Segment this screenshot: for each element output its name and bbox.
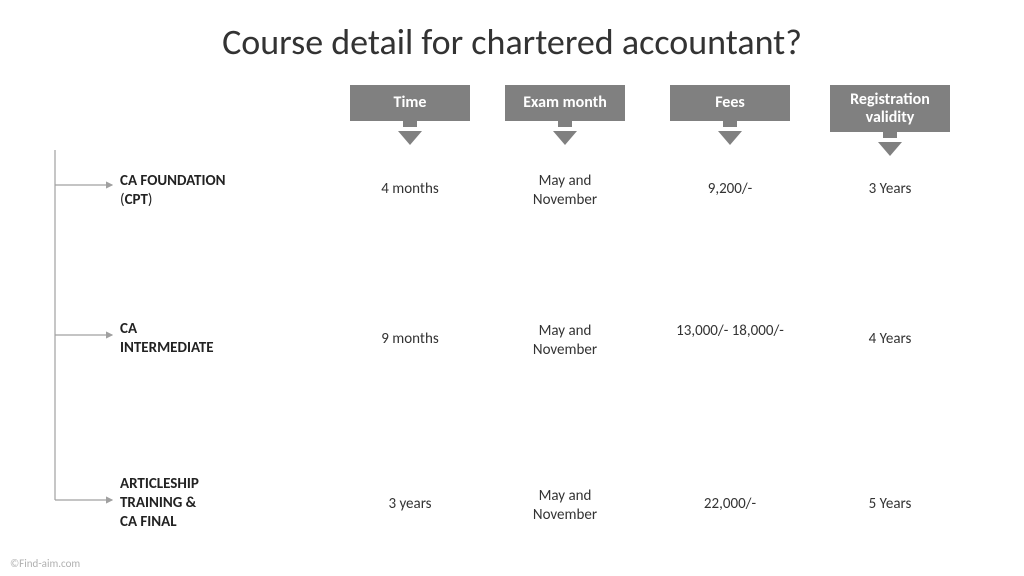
col-header-time: Time [350,85,470,145]
cell-final-time: 3 years [350,495,470,514]
cell-foundation-exam: May and November [505,172,625,210]
arrow-stem [723,121,737,127]
col-header-exam-month: Exam month [505,85,625,145]
cell-foundation-validity: 3 Years [830,180,950,199]
col-header-time-label: Time [350,85,470,121]
col-header-reg-validity-label: Registration validity [830,85,950,132]
arrow-stem [558,121,572,127]
cell-intermediate-validity: 4 Years [830,330,950,349]
col-header-reg-validity: Registration validity [830,85,950,156]
cell-foundation-fees: 9,200/- [670,180,790,199]
cell-intermediate-exam: May and November [505,322,625,360]
cell-final-exam: May and November [505,487,625,525]
row-label-foundation: CA FOUNDATION (CPT) [120,172,310,210]
cell-intermediate-time: 9 months [350,330,470,349]
col-header-fees-label: Fees [670,85,790,121]
cell-intermediate-fees: 13,000/- 18,000/- [670,322,790,341]
row-label-line1: ARTICLESHIP [120,475,199,493]
row-label-intermediate: CA INTERMEDIATE [120,320,310,358]
cell-final-fees: 22,000/- [670,495,790,514]
arrow-stem [883,132,897,138]
row-label-line1: CA FOUNDATION [120,172,225,190]
arrow-down-icon [718,131,742,145]
cell-foundation-time: 4 months [350,180,470,199]
row-label-final: ARTICLESHIP TRAINING & CA FINAL [120,475,310,531]
row-label-line2: TRAINING & [120,494,196,512]
arrow-stem [403,121,417,127]
col-header-exam-month-label: Exam month [505,85,625,121]
row-label-line3: CA FINAL [120,513,177,531]
page-title: Course detail for chartered accountant? [0,20,1024,64]
row-label-line1: CA [120,320,137,338]
row-label-line2: INTERMEDIATE [120,339,214,357]
footer-copyright: ©Find-aim.com [10,557,80,570]
arrow-down-icon [878,142,902,156]
arrow-down-icon [553,131,577,145]
arrow-down-icon [398,131,422,145]
row-label-cpt: CPT [125,191,148,209]
col-header-fees: Fees [670,85,790,145]
cell-final-validity: 5 Years [830,495,950,514]
